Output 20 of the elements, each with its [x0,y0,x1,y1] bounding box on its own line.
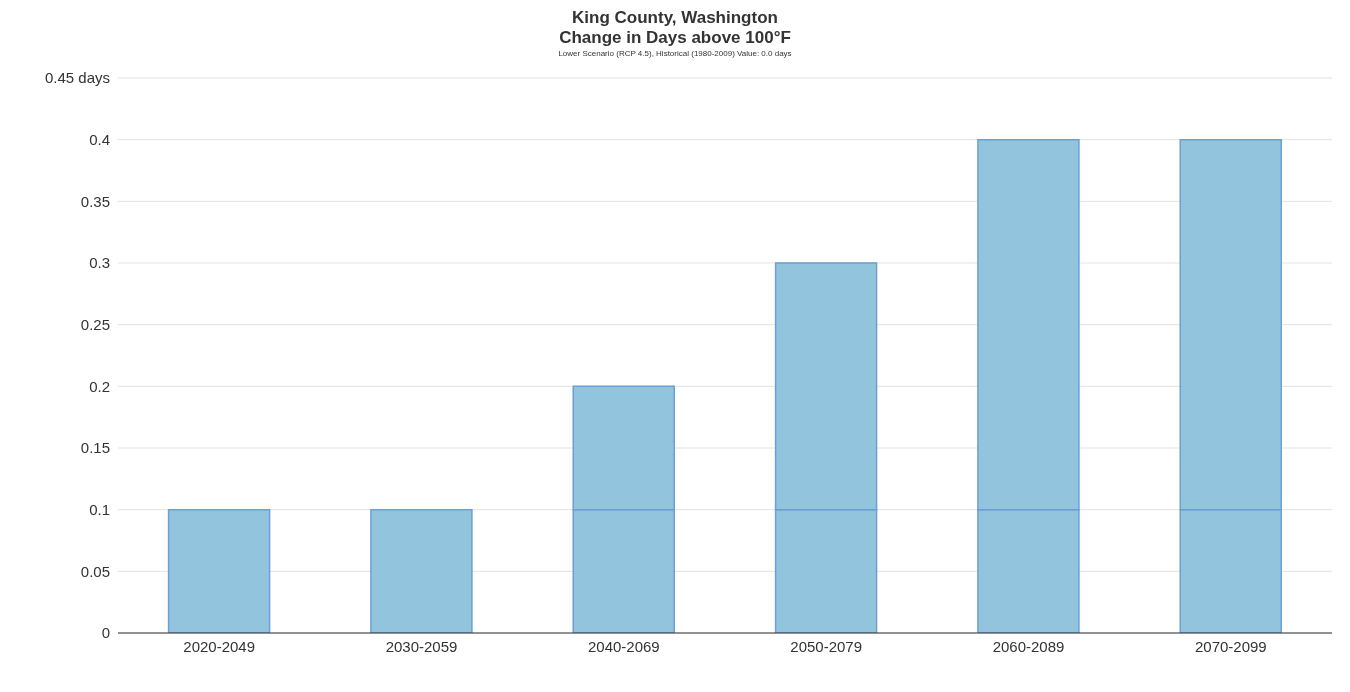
x-tick-label: 2070-2099 [1194,637,1267,655]
bar [167,508,271,633]
y-tick-label: 0.05 [80,562,110,580]
y-tick-label: 0.2 [89,377,110,395]
chart-subtitle: Lower Scenario (RCP 4.5), Historical (1980-2009) Value: 0.0 days [557,49,793,58]
x-tick-label: 2050-2079 [790,637,863,655]
chart-title: King County, Washington Change in Days above 100°F [558,8,792,48]
y-tick-label: 0.25 [80,315,110,333]
bar [370,508,473,633]
x-tick-label: 2040-2069 [587,637,660,655]
x-tick-label: 2060-2089 [992,637,1065,655]
y-tick-label: 0.4 [89,130,110,148]
y-tick-label: 0.3 [89,254,110,272]
y-tick-label: 0.1 [89,500,110,518]
x-tick-label: 2030-2059 [385,637,458,655]
x-tick-label: 2020-2049 [183,637,256,655]
y-tick-label: 0.45 days [44,69,110,87]
y-tick-label: 0.15 [80,439,110,457]
y-tick-label: 0 [101,624,110,642]
y-tick-label: 0.35 [80,192,110,210]
